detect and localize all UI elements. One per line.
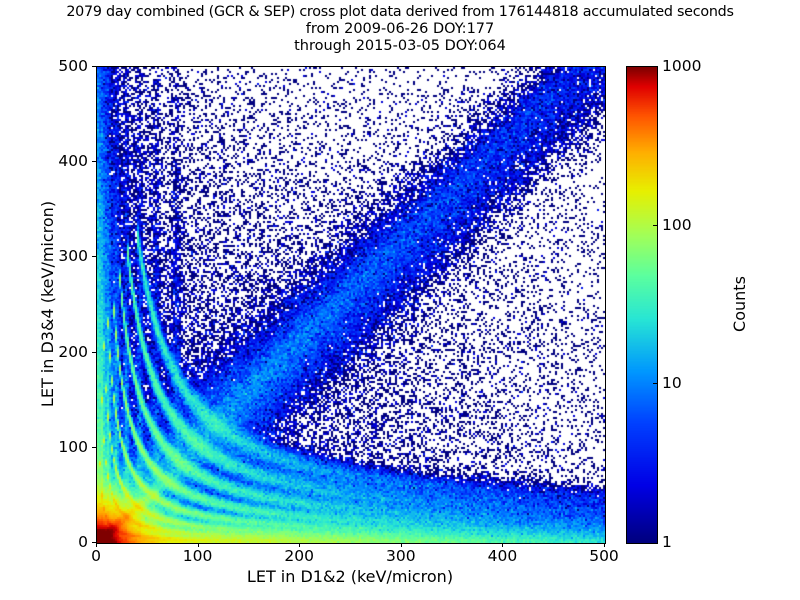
colorbar-tick-10	[653, 383, 658, 385]
colorbar-ticklabel-10: 10	[662, 374, 682, 393]
x-ticklabel-100: 100	[182, 547, 213, 565]
y-axis-label: LET in D3&4 (keV/micron)	[38, 200, 57, 408]
title-line-1: 2079 day combined (GCR & SEP) cross plot…	[66, 4, 734, 20]
plot-title: 2079 day combined (GCR & SEP) cross plot…	[0, 4, 800, 55]
heatmap-image	[97, 67, 605, 543]
title-line-2: from 2009-06-26 DOY:177	[305, 21, 495, 37]
x-ticklabel-500: 500	[589, 547, 619, 565]
x-tick-400	[502, 543, 504, 547]
x-tick-200	[299, 543, 301, 547]
x-tick-300	[400, 543, 402, 547]
y-ticklabel-100: 100	[58, 437, 88, 456]
x-tick-100	[197, 543, 199, 547]
x-axis-label: LET in D1&2 (keV/micron)	[246, 567, 454, 586]
colorbar-ticklabel-1000: 1000	[662, 57, 702, 75]
plot-axes	[96, 66, 606, 544]
x-tick-0	[96, 543, 97, 547]
y-ticklabel-500: 500	[58, 57, 88, 75]
y-ticklabel-0: 0	[78, 533, 88, 551]
x-ticklabel-200: 200	[284, 547, 314, 565]
y-ticklabel-200: 200	[58, 342, 88, 361]
colorbar-ticklabel-1: 1	[662, 533, 672, 551]
y-tick-300	[92, 256, 96, 258]
colorbar-label: Counts	[730, 276, 749, 332]
y-tick-400	[92, 161, 96, 163]
y-tick-200	[92, 351, 96, 353]
x-tick-500	[604, 543, 605, 547]
colorbar	[626, 66, 658, 544]
y-tick-0	[92, 542, 96, 543]
x-ticklabel-300: 300	[386, 547, 416, 565]
colorbar-ticklabel-100: 100	[662, 215, 692, 234]
y-ticklabel-400: 400	[58, 152, 88, 171]
colorbar-tick-100	[653, 224, 658, 226]
title-line-3: through 2015-03-05 DOY:064	[294, 38, 506, 54]
y-ticklabel-300: 300	[58, 247, 88, 266]
colorbar-gradient	[627, 67, 657, 543]
x-ticklabel-400: 400	[487, 547, 518, 565]
y-tick-100	[92, 446, 96, 448]
y-tick-500	[92, 66, 96, 67]
x-ticklabel-0: 0	[91, 547, 101, 565]
